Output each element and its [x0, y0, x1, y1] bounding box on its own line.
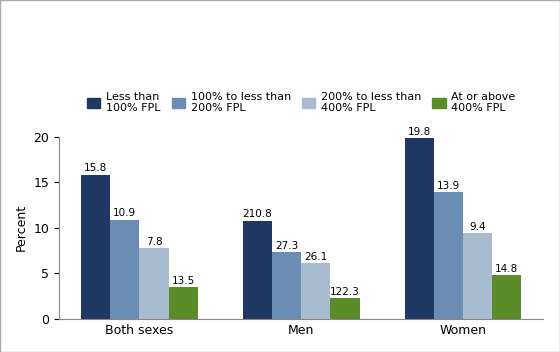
Bar	[139, 248, 169, 319]
Bar	[272, 252, 301, 319]
Bar	[405, 138, 434, 319]
Text: 9.4: 9.4	[469, 222, 486, 232]
Text: 210.8: 210.8	[242, 209, 273, 219]
Text: 122.3: 122.3	[330, 287, 360, 297]
Text: 14.8: 14.8	[495, 264, 519, 274]
Bar	[110, 220, 139, 319]
Text: 26.1: 26.1	[304, 252, 328, 262]
Bar	[330, 298, 360, 319]
Text: 19.8: 19.8	[408, 127, 431, 137]
Y-axis label: Percent: Percent	[15, 204, 28, 251]
Text: 10.9: 10.9	[113, 208, 137, 218]
Text: 13.5: 13.5	[171, 276, 195, 286]
Text: 27.3: 27.3	[275, 241, 298, 251]
Text: 7.8: 7.8	[146, 237, 162, 246]
Bar	[463, 233, 492, 319]
Bar	[492, 275, 521, 319]
Bar	[169, 287, 198, 319]
Text: 15.8: 15.8	[84, 163, 108, 174]
Legend: Less than
100% FPL, 100% to less than
200% FPL, 200% to less than
400% FPL, At o: Less than 100% FPL, 100% to less than 20…	[83, 87, 520, 118]
Bar	[434, 192, 463, 319]
Bar	[243, 220, 272, 319]
Bar	[301, 263, 330, 319]
Bar	[81, 175, 110, 319]
Text: 13.9: 13.9	[437, 181, 460, 191]
